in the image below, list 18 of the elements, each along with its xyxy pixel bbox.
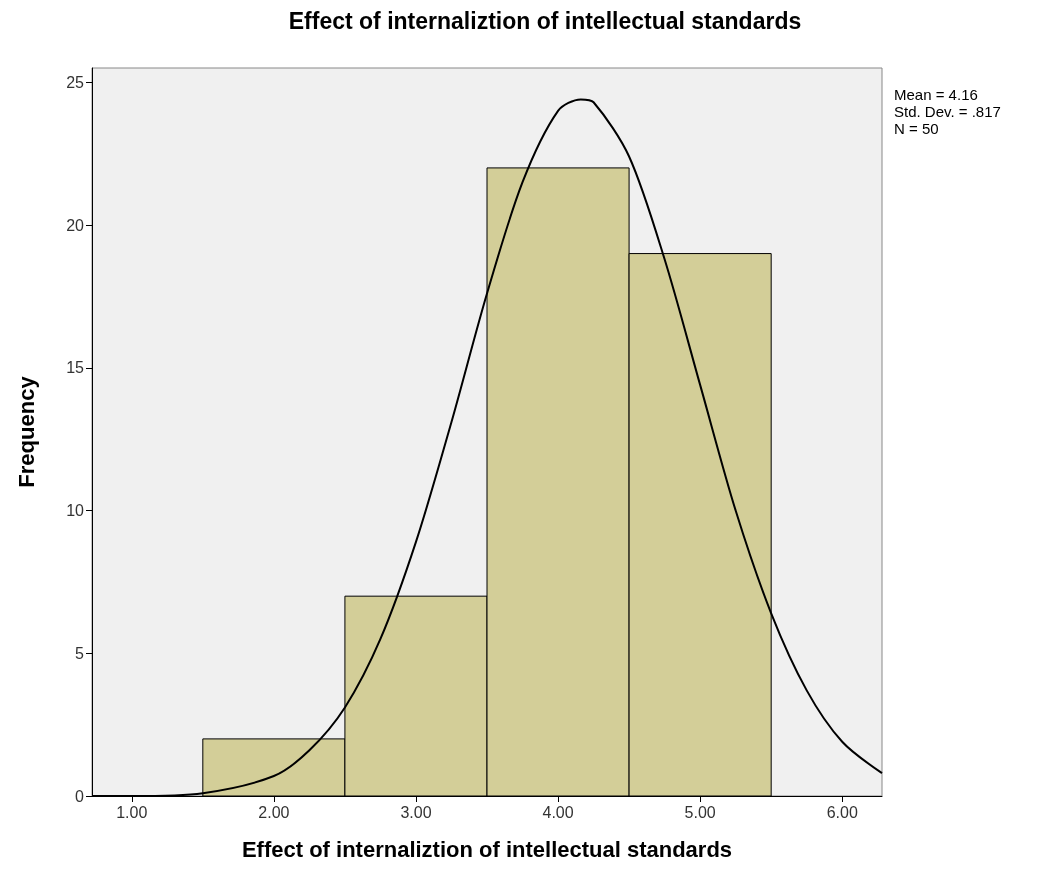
x-tick-label: 2.00 xyxy=(258,803,290,821)
x-tick-label: 5.00 xyxy=(684,803,716,821)
text: N = 50 xyxy=(894,120,939,137)
y-tick-label: 0 xyxy=(75,787,85,805)
text: Std. Dev. = .817 xyxy=(894,103,1001,120)
y-tick-label: 20 xyxy=(66,216,85,234)
x-tick-label: 6.00 xyxy=(826,803,858,821)
y-tick-label: 10 xyxy=(66,502,85,520)
y-axis-title: Frequency xyxy=(13,375,39,488)
x-tick-label: 1.00 xyxy=(116,803,148,821)
y-tick-label: 15 xyxy=(66,359,85,377)
y-tick-label: 5 xyxy=(75,644,85,662)
y-tick-label: 25 xyxy=(66,73,85,91)
text: Mean = 4.16 xyxy=(894,86,978,103)
x-axis-title: Effect of internaliztion of intellectual standards xyxy=(241,836,733,862)
chart-title: Effect of internaliztion of intellectual standards xyxy=(288,7,802,34)
x-tick-label: 4.00 xyxy=(542,803,574,821)
x-tick-label: 3.00 xyxy=(400,803,432,821)
